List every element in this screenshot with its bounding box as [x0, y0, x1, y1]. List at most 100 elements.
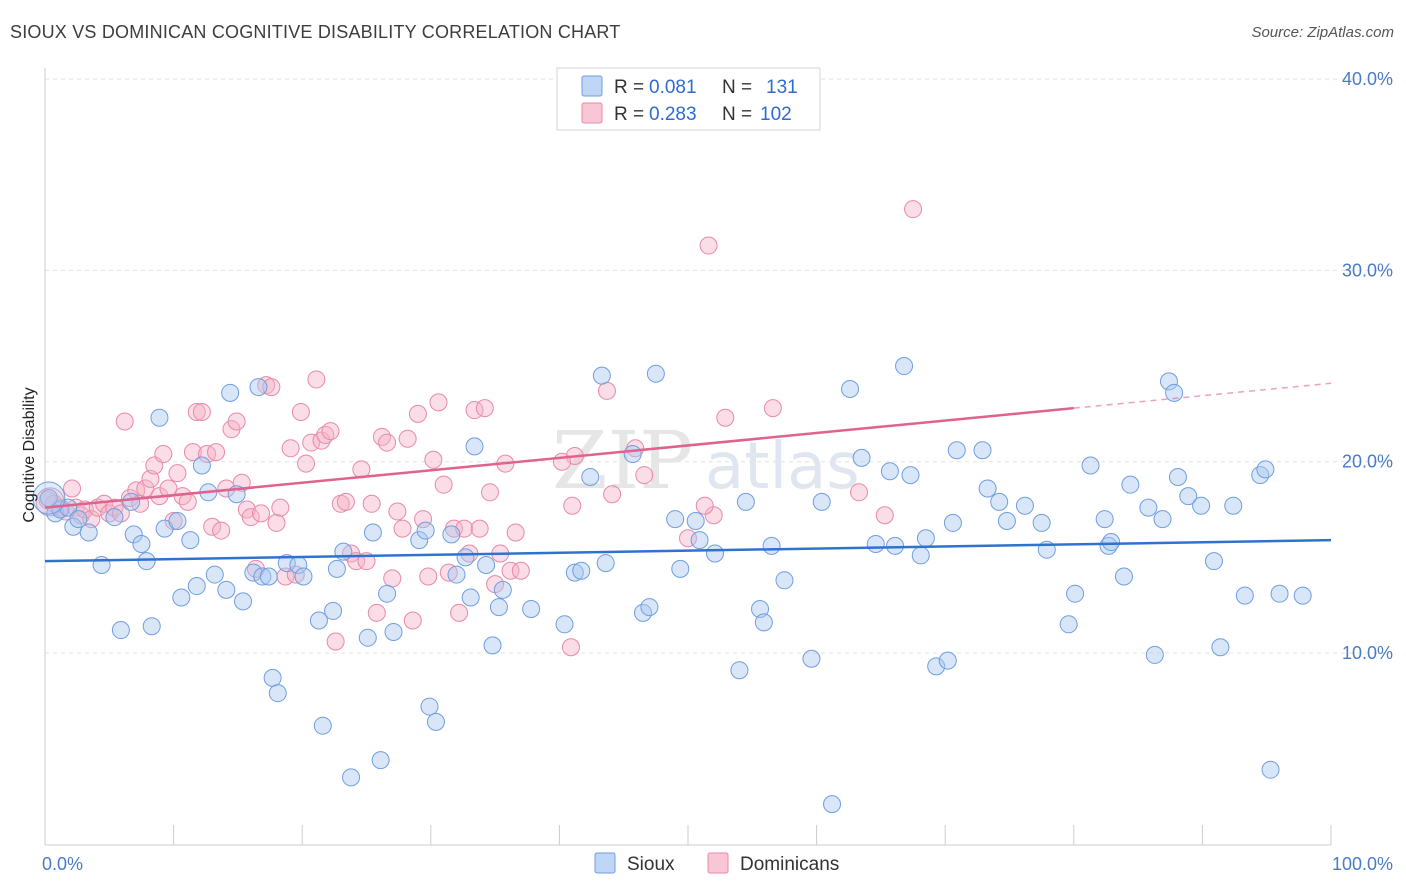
sioux-point — [1293, 586, 1312, 605]
bottom-legend-label: Sioux — [627, 854, 675, 875]
sioux-point — [916, 529, 935, 548]
dominicans-point — [336, 492, 355, 511]
sioux-point — [447, 565, 466, 584]
sioux-point — [973, 441, 992, 460]
sioux-point — [378, 584, 397, 603]
dominicans-point — [252, 504, 271, 523]
sioux-point — [762, 536, 781, 555]
dominicans-point — [187, 402, 206, 421]
dominicans-point — [82, 510, 101, 529]
x-tick-label: 0.0% — [42, 854, 83, 874]
dominicans-point — [383, 569, 402, 588]
dominicans-point — [561, 638, 580, 657]
sioux-point — [901, 466, 920, 485]
dominicans-point — [850, 483, 869, 502]
sioux-point — [410, 531, 429, 550]
sioux-point — [342, 768, 361, 787]
sioux-point — [802, 649, 821, 668]
sioux-point — [259, 567, 278, 586]
sioux-point — [132, 534, 151, 553]
legend-r-value: 0.283 — [649, 104, 697, 125]
sioux-point — [730, 661, 749, 680]
sioux-point — [363, 523, 382, 542]
bottom-legend-swatch-sioux — [594, 852, 616, 874]
sioux-point — [886, 536, 905, 555]
dominicans-point — [378, 433, 397, 452]
y-tick-label: 10.0% — [1342, 643, 1393, 663]
sioux-point — [1081, 456, 1100, 475]
dominicans-point — [192, 402, 211, 421]
sioux-point — [1211, 638, 1230, 657]
sioux-point — [690, 531, 709, 550]
sioux-point — [938, 651, 957, 670]
sioux-point — [416, 521, 435, 540]
dominicans-point — [271, 498, 290, 517]
sioux-point — [1121, 475, 1140, 494]
sioux-point — [79, 523, 98, 542]
dominicans-point — [203, 517, 222, 536]
dominicans-point — [716, 408, 735, 427]
sioux-point — [706, 544, 725, 563]
sioux-point — [420, 697, 439, 716]
dominicans-point — [154, 445, 173, 464]
dominicans-point — [511, 561, 530, 580]
legend-n-value: 102 — [760, 104, 792, 125]
sioux-point — [1139, 498, 1158, 517]
sioux-point — [324, 601, 343, 620]
sioux-point — [1224, 496, 1243, 515]
dominicans-point — [424, 450, 443, 469]
bottom-legend-label: Dominicans — [740, 854, 839, 875]
sioux-point — [1261, 760, 1280, 779]
legend-r-label: R = — [614, 77, 644, 98]
sioux-point — [172, 588, 191, 607]
sioux-point — [493, 580, 512, 599]
sioux-point — [1204, 552, 1223, 571]
sioux-point — [263, 668, 282, 687]
sioux-point — [812, 492, 831, 511]
dominicans-point — [321, 422, 340, 441]
sioux-point — [990, 492, 1009, 511]
y-axis-label: Cognitive Disability — [21, 387, 38, 522]
dominicans-point — [207, 443, 226, 462]
dominicans-trend-extension — [1073, 382, 1332, 409]
sioux-point — [489, 598, 508, 617]
sioux-points — [32, 357, 1312, 814]
dominicans-point — [281, 439, 300, 458]
sioux-point — [253, 567, 272, 586]
sioux-point — [294, 567, 313, 586]
sioux-point — [477, 556, 496, 575]
sioux-point — [465, 437, 484, 456]
dominicans-point — [326, 632, 345, 651]
sioux-point — [1066, 584, 1085, 603]
dominicans-point — [480, 483, 499, 502]
dominicans-point — [699, 236, 718, 255]
dominicans-trend-line — [44, 406, 1074, 509]
sioux-point — [1032, 513, 1051, 532]
dominicans-point — [183, 443, 202, 462]
dominicans-point — [704, 506, 723, 525]
sioux-point — [1270, 584, 1289, 603]
legend-n-value: 131 — [766, 77, 798, 98]
dominicans-point — [178, 492, 197, 511]
sioux-point — [671, 559, 690, 578]
sioux-point — [1235, 586, 1254, 605]
sioux-point — [841, 380, 860, 399]
sioux-point — [1179, 487, 1198, 506]
sioux-point — [895, 357, 914, 376]
sioux-point — [205, 565, 224, 584]
dominicans-point — [603, 485, 622, 504]
sioux-trend-line — [44, 538, 1332, 563]
dominicans-point — [63, 479, 82, 498]
sioux-point — [623, 445, 642, 464]
sioux-point — [1256, 460, 1275, 479]
sioux-point — [327, 559, 346, 578]
sioux-point — [105, 508, 124, 527]
dominicans-point — [393, 519, 412, 538]
sioux-point — [1192, 496, 1211, 515]
y-tick-label: 20.0% — [1342, 452, 1393, 472]
dominicans-point — [763, 399, 782, 418]
dominicans-point — [198, 445, 217, 464]
sioux-point — [234, 592, 253, 611]
sioux-point — [775, 571, 794, 590]
